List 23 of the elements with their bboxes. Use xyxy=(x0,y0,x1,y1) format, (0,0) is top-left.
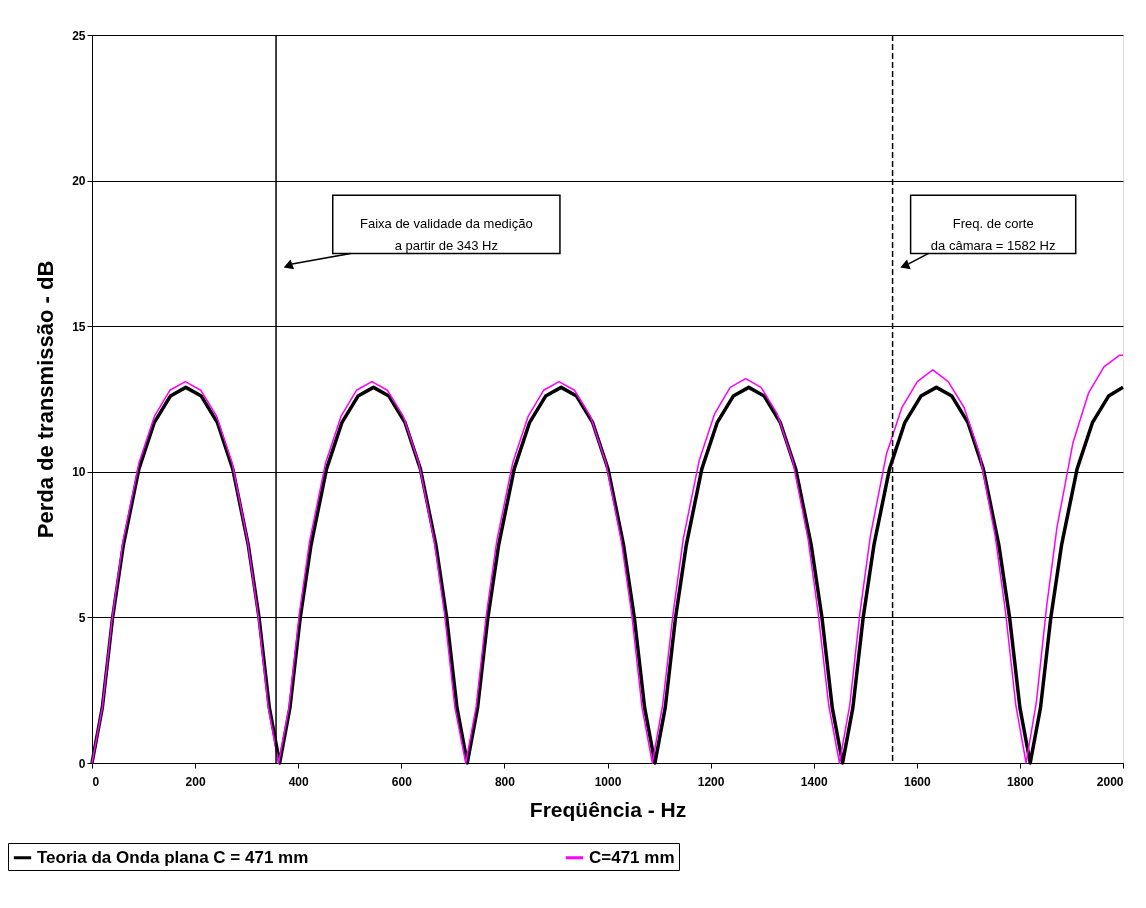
y-tick-label: 15 xyxy=(72,319,86,334)
x-tick-label: 800 xyxy=(494,774,516,789)
y-axis-title: Perda de transmissão - dB xyxy=(33,260,59,539)
x-tick-label: 1000 xyxy=(594,774,622,789)
x-tick-label: 1800 xyxy=(1007,774,1035,789)
y-tick-label: 5 xyxy=(78,610,86,625)
y-tick-label: 20 xyxy=(72,174,86,189)
x-tick-label: 2000 xyxy=(1096,774,1124,789)
x-tick-label: 600 xyxy=(391,774,413,789)
x-tick-label: 1600 xyxy=(903,774,931,789)
y-tick-label: 0 xyxy=(78,756,86,771)
y-tick-label: 10 xyxy=(72,465,86,480)
x-tick-label: 1200 xyxy=(697,774,725,789)
x-tick-label: 200 xyxy=(185,774,206,789)
x-tick-label: 1400 xyxy=(800,774,828,789)
y-tick-label: 25 xyxy=(72,28,86,43)
annotation: Freq. de corte da câmara = 1582 Hz xyxy=(930,216,1056,254)
legend-label: Teoria da Onda plana C = 471 mm xyxy=(37,847,309,867)
x-tick-label: 400 xyxy=(288,774,310,789)
annotation: Faixa de validade da medição a partir de 343 Hz xyxy=(359,216,533,254)
x-axis-title: Freqüência - Hz xyxy=(529,797,687,821)
x-tick-label: 0 xyxy=(92,774,100,789)
legend-label: C=471 mm xyxy=(589,847,675,867)
